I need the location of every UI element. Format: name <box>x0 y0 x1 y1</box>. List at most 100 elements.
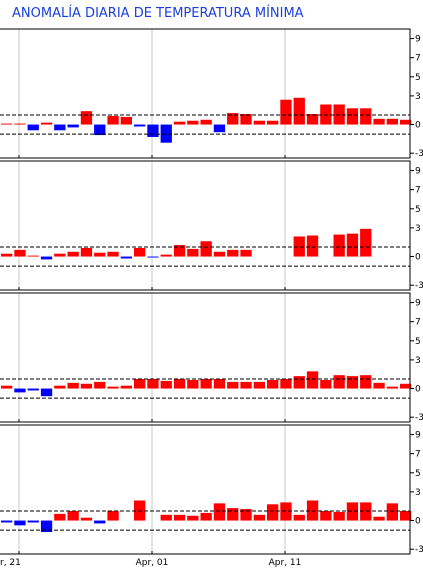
bar <box>267 120 279 125</box>
bar <box>40 256 53 260</box>
bar <box>27 124 39 131</box>
bar <box>187 379 199 389</box>
bar <box>267 504 279 521</box>
bar <box>27 255 39 257</box>
bar <box>187 515 199 521</box>
bar <box>200 512 212 521</box>
bar <box>360 108 372 125</box>
y-tick-label: 0 <box>415 121 421 131</box>
y-tick-label: 3 <box>415 356 421 366</box>
y-tick-label: 0 <box>415 385 421 395</box>
bar <box>107 251 119 257</box>
bar <box>400 119 412 125</box>
bar <box>373 118 385 125</box>
bar <box>240 249 252 257</box>
bar <box>94 520 106 524</box>
bar <box>187 248 199 257</box>
bar <box>173 514 186 521</box>
bar <box>147 256 159 258</box>
bar <box>386 118 398 125</box>
bar <box>54 385 66 389</box>
bar <box>400 511 412 521</box>
y-tick-label: 9 <box>415 299 421 309</box>
bar <box>1 123 13 125</box>
bar <box>240 381 252 389</box>
bar <box>67 511 79 521</box>
bar <box>80 247 93 257</box>
bar <box>134 247 146 257</box>
bar <box>54 124 66 131</box>
y-tick-label: 3 <box>415 92 421 102</box>
bar <box>386 503 398 521</box>
bar <box>386 386 398 389</box>
panel-frame <box>0 160 411 291</box>
bar <box>107 386 119 389</box>
y-tick-label: 0 <box>415 517 421 527</box>
panel-frame <box>0 424 411 555</box>
bar <box>187 120 199 125</box>
bar <box>160 380 172 389</box>
bar <box>293 97 305 125</box>
bar <box>134 379 146 389</box>
bar <box>253 120 265 125</box>
y-tick-label: 5 <box>415 73 421 83</box>
bar <box>94 124 106 136</box>
bar <box>107 115 119 125</box>
panel-frame <box>0 28 411 159</box>
panel-frame <box>0 292 411 423</box>
y-tick-label: 0 <box>415 253 421 263</box>
bar <box>360 228 372 257</box>
y-tick-label: -3 <box>415 281 423 291</box>
bar <box>40 388 53 397</box>
bar <box>40 122 53 125</box>
y-tick-label: -3 <box>415 545 423 555</box>
x-tick-label: Apr, 11 <box>269 558 302 568</box>
bar <box>333 234 345 257</box>
bar <box>14 249 26 257</box>
y-tick-label: 7 <box>415 318 421 328</box>
bar <box>80 517 93 521</box>
chart-title: ANOMALÍA DIARIA DE TEMPERATURA MÍNIMA <box>12 6 304 21</box>
y-tick-label: 9 <box>415 167 421 177</box>
bar <box>227 381 239 389</box>
bar <box>27 520 39 523</box>
bar <box>54 253 66 257</box>
bar <box>293 236 305 257</box>
bar <box>173 245 186 257</box>
bar <box>40 520 53 533</box>
bar <box>280 379 292 389</box>
bar <box>173 121 186 125</box>
bar <box>227 113 239 125</box>
bar <box>360 502 372 521</box>
y-tick-label: 3 <box>415 488 421 498</box>
bar <box>346 376 359 389</box>
y-tick-label: 3 <box>415 224 421 234</box>
bar <box>67 382 79 389</box>
bar <box>267 379 279 389</box>
y-tick-label: 9 <box>415 431 421 441</box>
bar <box>400 383 412 389</box>
bar <box>346 233 359 257</box>
bar <box>200 379 212 389</box>
bar <box>14 520 26 526</box>
y-tick-label: 5 <box>415 337 421 347</box>
bar <box>213 503 226 521</box>
bar <box>160 514 172 521</box>
bar <box>240 509 252 521</box>
bar <box>67 124 79 128</box>
bar <box>1 253 13 257</box>
bar <box>306 235 319 257</box>
bar <box>173 379 186 389</box>
bar <box>107 511 119 521</box>
bar <box>160 254 172 257</box>
bar <box>373 382 385 389</box>
bar <box>67 251 79 257</box>
bar <box>333 511 345 521</box>
bar <box>373 516 385 521</box>
bar <box>253 381 265 389</box>
bar <box>293 514 305 521</box>
bar <box>94 381 106 389</box>
bar <box>253 514 265 521</box>
bar <box>200 241 212 257</box>
bar <box>134 124 146 127</box>
